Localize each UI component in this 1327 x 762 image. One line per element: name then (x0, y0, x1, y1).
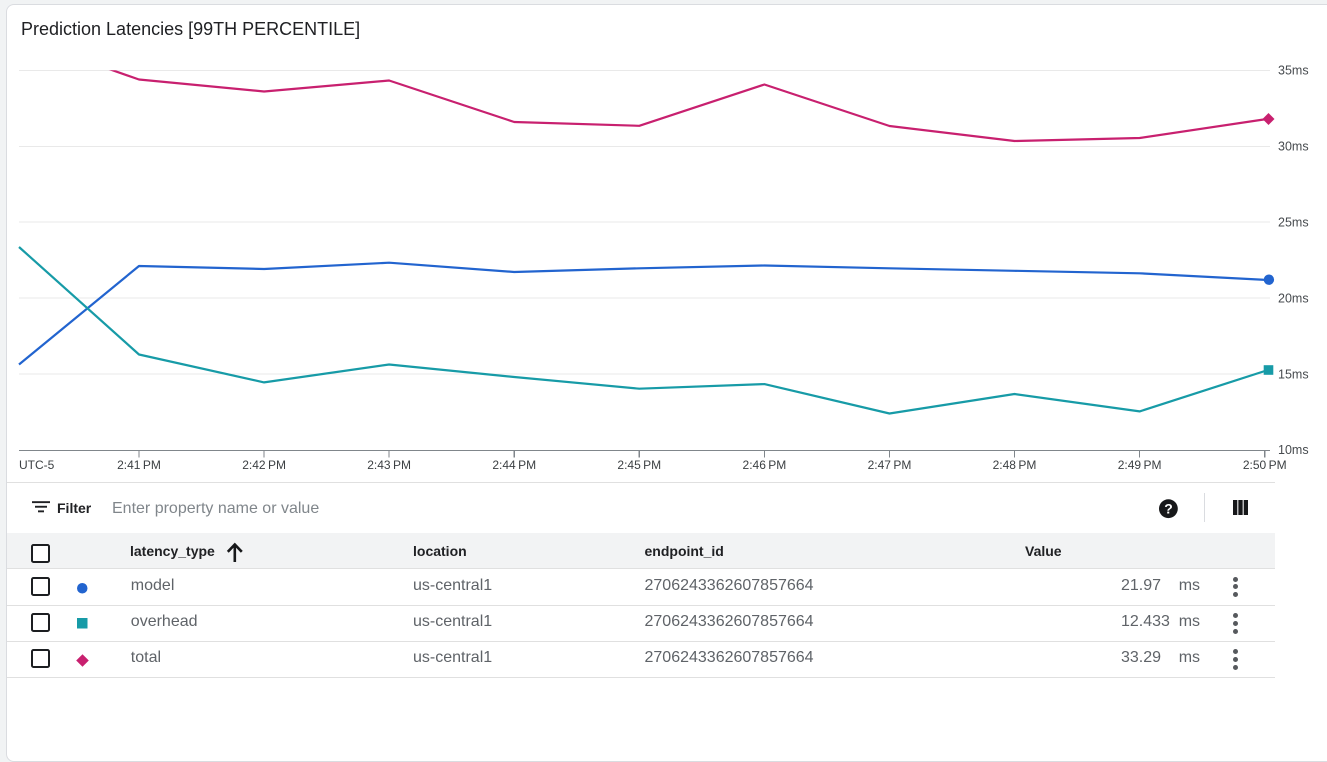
svg-text:?: ? (1164, 501, 1173, 517)
svg-text:2:41 PM: 2:41 PM (117, 458, 161, 472)
svg-text:2:42 PM: 2:42 PM (242, 458, 286, 472)
svg-text:2:50 PM: 2:50 PM (1243, 458, 1287, 472)
svg-text:2:43 PM: 2:43 PM (367, 458, 411, 472)
svg-text:2:44 PM: 2:44 PM (492, 458, 536, 472)
svg-text:UTC-5: UTC-5 (19, 458, 55, 472)
svg-text:35ms: 35ms (1278, 64, 1309, 78)
svg-text:2:49 PM: 2:49 PM (1118, 458, 1162, 472)
svg-text:2:48 PM: 2:48 PM (993, 458, 1037, 472)
svg-text:Prediction Latencies [99TH PER: Prediction Latencies [99TH PERCENTILE] (21, 19, 360, 39)
svg-text:10ms: 10ms (1278, 443, 1309, 457)
svg-text:25ms: 25ms (1278, 216, 1309, 230)
svg-text:15ms: 15ms (1278, 367, 1309, 381)
svg-text:20ms: 20ms (1278, 291, 1309, 305)
svg-text:30ms: 30ms (1278, 140, 1309, 154)
svg-text:2:47 PM: 2:47 PM (868, 458, 912, 472)
svg-text:2:46 PM: 2:46 PM (743, 458, 787, 472)
svg-text:2:45 PM: 2:45 PM (617, 458, 661, 472)
